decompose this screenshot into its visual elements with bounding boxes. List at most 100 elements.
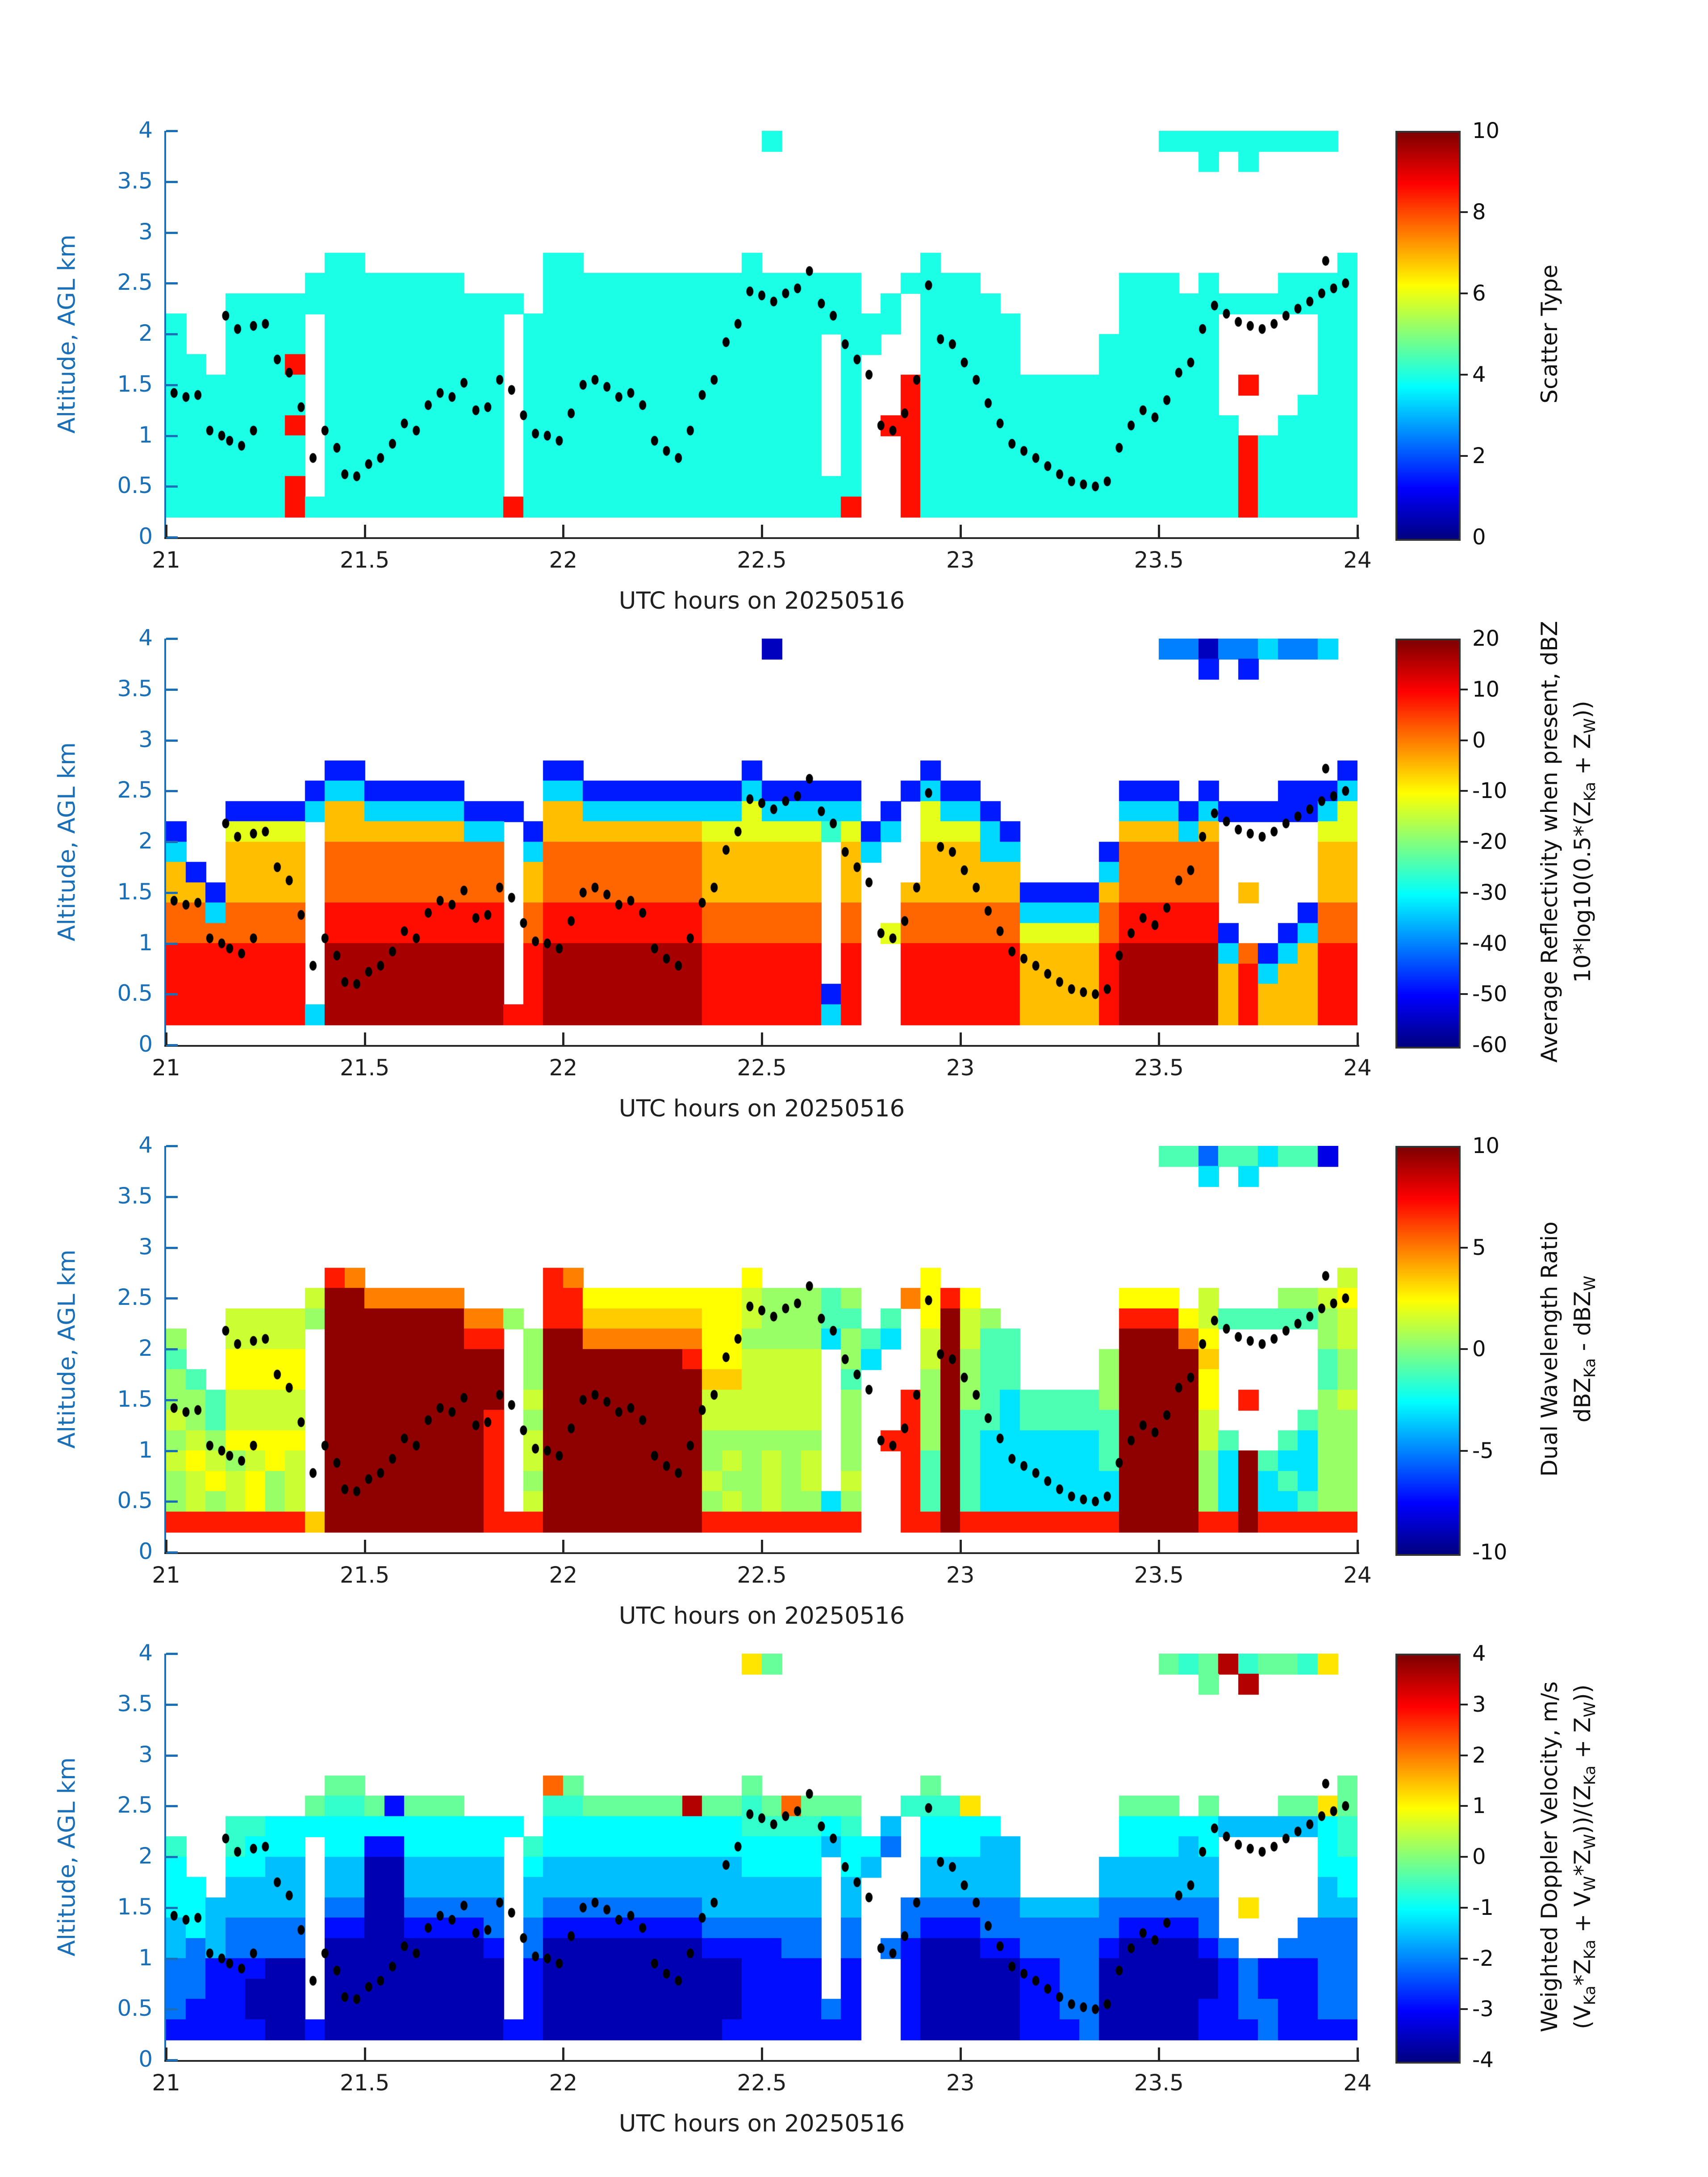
- y-tick-mark: [166, 1145, 178, 1147]
- y-tick-mark: [166, 739, 178, 742]
- y-tick-label: 2: [138, 1335, 153, 1361]
- colorbar-tick-mark: [1460, 942, 1468, 944]
- x-tick-mark: [1158, 2047, 1161, 2060]
- x-tick-mark: [562, 1032, 565, 1045]
- colorbar-tick-label: 4: [1472, 362, 1486, 387]
- y-tick-label: 1: [138, 1437, 153, 1463]
- y-tick-mark: [166, 1450, 178, 1452]
- y-tick-label: 0.5: [117, 1995, 153, 2022]
- y-tick-mark: [166, 1500, 178, 1503]
- x-tick-label: 23.5: [1134, 1562, 1184, 1588]
- colorbar-axis-label: dBZKa - dBZW: [1570, 1275, 1599, 1423]
- y-tick-mark: [166, 536, 178, 539]
- x-tick-mark: [959, 1540, 962, 1552]
- colorbar-tick-label: 10: [1472, 118, 1500, 143]
- colorbar-tick-label: 8: [1472, 200, 1486, 225]
- colorbar-tick-mark: [1460, 993, 1468, 995]
- x-tick-mark: [1357, 1540, 1359, 1552]
- x-tick-mark: [959, 1032, 962, 1045]
- x-tick-mark: [562, 2047, 565, 2060]
- y-tick-mark: [166, 2008, 178, 2011]
- y-tick-label: 0.5: [117, 472, 153, 499]
- x-tick-mark: [363, 525, 366, 537]
- colorbar-tick-label: 0: [1472, 1844, 1486, 1869]
- x-tick-mark: [165, 1540, 167, 1552]
- colorbar-weighted-doppler-velocity: [1395, 1654, 1461, 2064]
- y-tick-mark: [166, 333, 178, 335]
- y-tick-label: 1: [138, 422, 153, 448]
- colorbar-tick-label: 0: [1472, 1337, 1486, 1362]
- y-tick-mark: [166, 1906, 178, 1909]
- x-axis-label: UTC hours on 20250516: [618, 1602, 905, 1630]
- colorbar-tick-mark: [1460, 1856, 1468, 1858]
- y-axis-label: Altitude, AGL km: [53, 234, 81, 434]
- colorbar-tick-label: 10: [1472, 677, 1500, 702]
- x-tick-mark: [1158, 1540, 1161, 1552]
- y-axis-label: Altitude, AGL km: [53, 742, 81, 941]
- colorbar-tick-label: 4: [1472, 1641, 1486, 1666]
- x-tick-label: 24: [1343, 547, 1372, 573]
- x-tick-label: 23.5: [1134, 547, 1184, 573]
- colorbar-tick-mark: [1460, 211, 1468, 213]
- x-tick-label: 23.5: [1134, 1055, 1184, 1081]
- x-axis-label: UTC hours on 20250516: [618, 2110, 905, 2137]
- x-tick-mark: [761, 525, 763, 537]
- colorbar-tick-label: 1: [1472, 1793, 1486, 1819]
- y-tick-label: 1: [138, 1944, 153, 1971]
- x-tick-label: 21.5: [339, 1562, 390, 1588]
- x-tick-label: 22.5: [737, 547, 787, 573]
- y-tick-label: 0: [138, 1031, 153, 1057]
- colorbar-tick-mark: [1460, 1957, 1468, 1960]
- x-axis-spine: [164, 537, 1359, 539]
- y-tick-mark: [166, 231, 178, 234]
- x-tick-mark: [1357, 1032, 1359, 1045]
- x-tick-label: 22: [549, 1055, 578, 1081]
- x-tick-label: 22.5: [737, 1562, 787, 1588]
- colorbar-tick-label: 0: [1472, 727, 1486, 753]
- x-tick-mark: [959, 2047, 962, 2060]
- x-tick-mark: [562, 1540, 565, 1552]
- x-tick-mark: [363, 2047, 366, 2060]
- colorbar-axis-label: Weighted Doppler Velocity, m/s: [1537, 1681, 1562, 2032]
- y-tick-label: 2.5: [117, 777, 153, 803]
- y-tick-label: 3: [138, 218, 153, 245]
- colorbar-axis-label: 10*log10(0.5*(ZKa + ZW)): [1570, 701, 1599, 983]
- colorbar-tick-label: -20: [1472, 829, 1508, 854]
- y-tick-label: 1.5: [117, 1893, 153, 1920]
- colorbar-tick-label: 0: [1472, 525, 1486, 550]
- x-tick-label: 21.5: [339, 1055, 390, 1081]
- y-tick-mark: [166, 435, 178, 437]
- y-tick-mark: [166, 180, 178, 183]
- y-tick-label: 2.5: [117, 1284, 153, 1311]
- colorbar-tick-mark: [1460, 455, 1468, 457]
- x-tick-mark: [562, 525, 565, 537]
- colorbar-tick-mark: [1460, 1348, 1468, 1350]
- x-tick-label: 22: [549, 547, 578, 573]
- x-tick-label: 21.5: [339, 2070, 390, 2096]
- x-axis-spine: [164, 1045, 1359, 1047]
- colorbar-tick-label: -10: [1472, 778, 1508, 804]
- x-tick-mark: [761, 2047, 763, 2060]
- x-tick-label: 23: [946, 2070, 975, 2096]
- y-tick-mark: [166, 638, 178, 640]
- y-axis-spine: [164, 131, 166, 539]
- colorbar-tick-label: 2: [1472, 1742, 1486, 1768]
- x-tick-label: 21.5: [339, 547, 390, 573]
- y-tick-label: 0: [138, 523, 153, 549]
- y-tick-mark: [166, 688, 178, 691]
- colorbar-tick-label: -5: [1472, 1438, 1494, 1463]
- colorbar-tick-mark: [1460, 1754, 1468, 1756]
- colorbar-axis-label: Dual Wavelength Ratio: [1537, 1221, 1562, 1477]
- y-tick-mark: [166, 1044, 178, 1046]
- y-tick-mark: [166, 1551, 178, 1554]
- y-tick-mark: [166, 1754, 178, 1757]
- y-tick-mark: [166, 384, 178, 386]
- colorbar-dual-wavelength-ratio: [1395, 1146, 1461, 1556]
- colorbar-tick-mark: [1460, 1246, 1468, 1249]
- colorbar-tick-mark: [1460, 2008, 1468, 2010]
- y-axis-spine: [164, 1146, 166, 1554]
- colorbar-tick-label: 2: [1472, 443, 1486, 468]
- y-tick-label: 4: [138, 1640, 153, 1666]
- y-tick-label: 1.5: [117, 878, 153, 905]
